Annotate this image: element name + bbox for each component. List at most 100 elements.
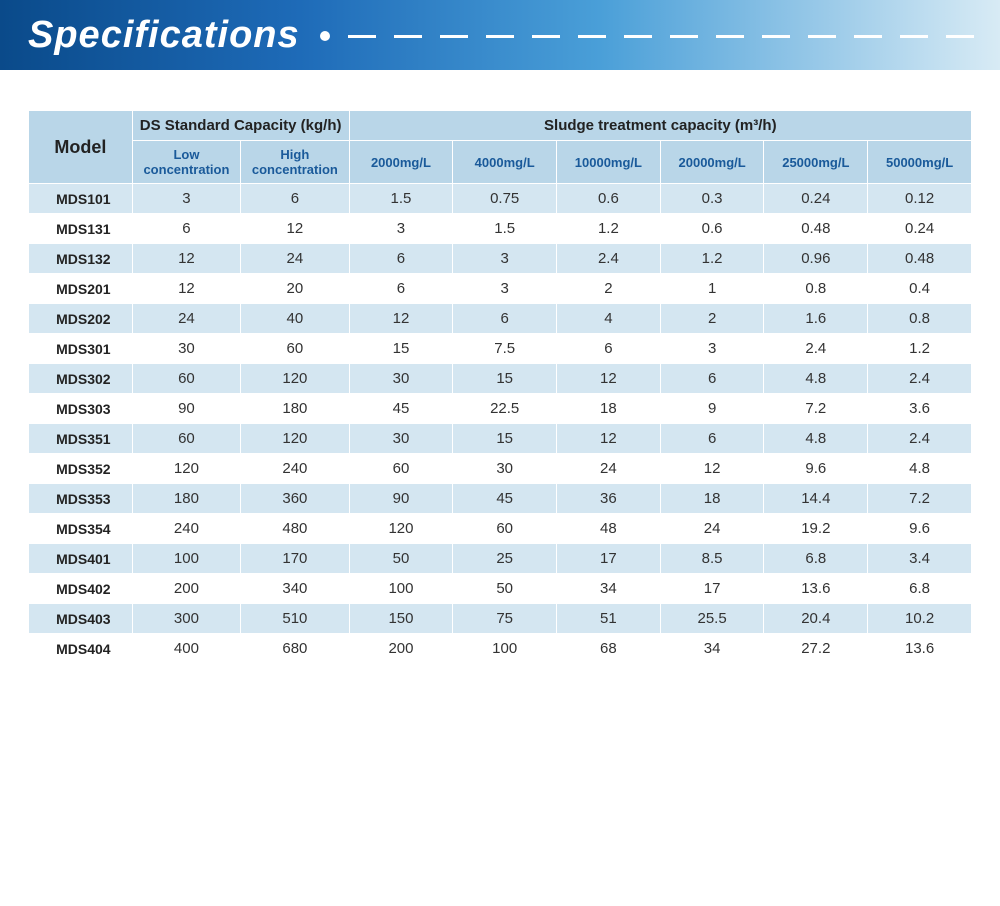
- model-cell: MDS132: [29, 244, 133, 274]
- ds-low-cell: 6: [132, 214, 240, 244]
- page-title: Specifications: [28, 14, 300, 57]
- ds-low-cell: 300: [132, 604, 240, 634]
- sludge-cell: 6: [660, 424, 764, 454]
- sludge-cell: 30: [453, 454, 557, 484]
- model-cell: MDS131: [29, 214, 133, 244]
- model-cell: MDS353: [29, 484, 133, 514]
- specifications-table: Model DS Standard Capacity (kg/h) Sludge…: [28, 110, 972, 664]
- sludge-cell: 2.4: [557, 244, 661, 274]
- ds-high-cell: 180: [241, 394, 349, 424]
- model-cell: MDS202: [29, 304, 133, 334]
- sludge-cell: 12: [660, 454, 764, 484]
- ds-low-cell: 24: [132, 304, 240, 334]
- table-row: MDS3026012030151264.82.4: [29, 364, 972, 394]
- sludge-cell: 90: [349, 484, 453, 514]
- table-row: MDS4011001705025178.56.83.4: [29, 544, 972, 574]
- ds-low-cell: 12: [132, 274, 240, 304]
- sludge-cell: 6: [660, 364, 764, 394]
- sludge-cell: 7.2: [868, 484, 972, 514]
- sludge-cell: 0.24: [868, 214, 972, 244]
- sludge-cell: 3: [453, 244, 557, 274]
- sludge-cell: 8.5: [660, 544, 764, 574]
- ds-low-cell: 3: [132, 184, 240, 214]
- sludge-cell: 6.8: [868, 574, 972, 604]
- sludge-cell: 6: [349, 274, 453, 304]
- ds-low-cell: 12: [132, 244, 240, 274]
- sludge-cell: 3.6: [868, 394, 972, 424]
- sludge-cell: 0.48: [764, 214, 868, 244]
- ds-high-cell: 40: [241, 304, 349, 334]
- sludge-cell: 13.6: [764, 574, 868, 604]
- sludge-cell: 17: [557, 544, 661, 574]
- header-ds-group: DS Standard Capacity (kg/h): [132, 111, 349, 141]
- ds-low-cell: 60: [132, 424, 240, 454]
- model-cell: MDS301: [29, 334, 133, 364]
- sludge-cell: 3.4: [868, 544, 972, 574]
- sludge-cell: 24: [660, 514, 764, 544]
- ds-high-cell: 6: [241, 184, 349, 214]
- ds-low-cell: 180: [132, 484, 240, 514]
- table-row: MDS3531803609045361814.47.2: [29, 484, 972, 514]
- sludge-cell: 2.4: [868, 424, 972, 454]
- sludge-cell: 10.2: [868, 604, 972, 634]
- sludge-cell: 150: [349, 604, 453, 634]
- header-sludge-group: Sludge treatment capacity (m³/h): [349, 111, 971, 141]
- sludge-cell: 0.6: [660, 214, 764, 244]
- sludge-cell: 15: [453, 424, 557, 454]
- model-cell: MDS402: [29, 574, 133, 604]
- ds-low-cell: 30: [132, 334, 240, 364]
- ds-high-cell: 340: [241, 574, 349, 604]
- sludge-cell: 24: [557, 454, 661, 484]
- sludge-cell: 48: [557, 514, 661, 544]
- table-header: Model DS Standard Capacity (kg/h) Sludge…: [29, 111, 972, 184]
- table-body: MDS101361.50.750.60.30.240.12MDS13161231…: [29, 184, 972, 664]
- sludge-cell: 19.2: [764, 514, 868, 544]
- table-row: MDS403300510150755125.520.410.2: [29, 604, 972, 634]
- ds-low-cell: 200: [132, 574, 240, 604]
- sludge-cell: 0.3: [660, 184, 764, 214]
- ds-high-cell: 480: [241, 514, 349, 544]
- model-cell: MDS401: [29, 544, 133, 574]
- sludge-cell: 34: [660, 634, 764, 664]
- model-cell: MDS302: [29, 364, 133, 394]
- sludge-cell: 22.5: [453, 394, 557, 424]
- ds-high-cell: 360: [241, 484, 349, 514]
- ds-high-cell: 20: [241, 274, 349, 304]
- sludge-cell: 120: [349, 514, 453, 544]
- sludge-cell: 17: [660, 574, 764, 604]
- sludge-cell: 15: [453, 364, 557, 394]
- table-container: Model DS Standard Capacity (kg/h) Sludge…: [0, 70, 1000, 684]
- sludge-cell: 45: [349, 394, 453, 424]
- ds-high-cell: 510: [241, 604, 349, 634]
- table-row: MDS3013060157.5632.41.2: [29, 334, 972, 364]
- sludge-cell: 15: [349, 334, 453, 364]
- sludge-cell: 1.2: [660, 244, 764, 274]
- sludge-cell: 200: [349, 634, 453, 664]
- header-2000: 2000mg/L: [349, 141, 453, 184]
- model-cell: MDS303: [29, 394, 133, 424]
- sludge-cell: 25: [453, 544, 557, 574]
- decorative-dash-line: [320, 35, 980, 37]
- header-4000: 4000mg/L: [453, 141, 557, 184]
- table-row: MDS2022440126421.60.8: [29, 304, 972, 334]
- sludge-cell: 9.6: [868, 514, 972, 544]
- sludge-cell: 27.2: [764, 634, 868, 664]
- ds-low-cell: 400: [132, 634, 240, 664]
- header-ds-high: High concentration: [241, 141, 349, 184]
- sludge-cell: 1.5: [349, 184, 453, 214]
- model-cell: MDS351: [29, 424, 133, 454]
- sludge-cell: 18: [660, 484, 764, 514]
- sludge-cell: 30: [349, 424, 453, 454]
- ds-low-cell: 240: [132, 514, 240, 544]
- sludge-cell: 12: [557, 424, 661, 454]
- sludge-cell: 4.8: [764, 364, 868, 394]
- table-row: MDS352120240603024129.64.8: [29, 454, 972, 484]
- header-ds-low: Low concentration: [132, 141, 240, 184]
- sludge-cell: 4: [557, 304, 661, 334]
- ds-high-cell: 680: [241, 634, 349, 664]
- sludge-cell: 7.5: [453, 334, 557, 364]
- sludge-cell: 0.48: [868, 244, 972, 274]
- sludge-cell: 1.2: [557, 214, 661, 244]
- ds-high-cell: 24: [241, 244, 349, 274]
- sludge-cell: 3: [660, 334, 764, 364]
